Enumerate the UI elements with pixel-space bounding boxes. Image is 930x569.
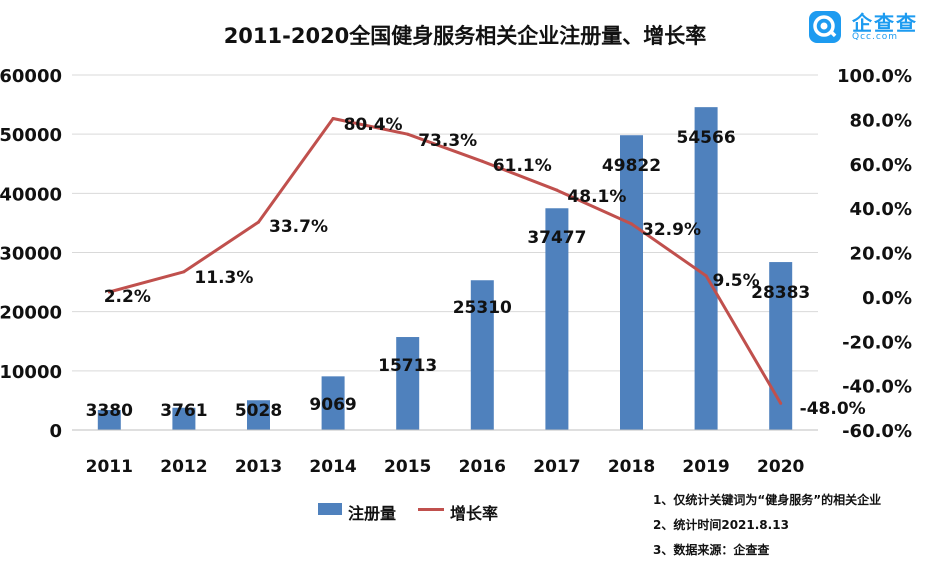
bar-value-label: 15713: [378, 356, 437, 376]
bar-value-label: 9069: [309, 395, 356, 415]
bar-value-label: 37477: [527, 228, 586, 248]
bar: [172, 407, 196, 430]
bar: [470, 280, 494, 430]
y-right-tick-label: 20.0%: [850, 244, 912, 265]
x-tick-label: 2017: [533, 457, 580, 477]
line-point: [555, 188, 559, 192]
x-tick-label: 2012: [160, 457, 207, 477]
x-tick-label: 2016: [459, 457, 506, 477]
bar: [247, 400, 270, 430]
bar: [97, 410, 121, 430]
line-point: [779, 401, 783, 405]
line-point: [107, 290, 111, 294]
note-1: 1、仅统计关键词为“健身服务”的相关企业: [653, 493, 882, 507]
line-value-label: 73.3%: [418, 131, 477, 151]
y-right-tick-label: 80.0%: [850, 110, 912, 131]
bar-value-label: 28383: [751, 283, 810, 303]
bar-value-label: 3380: [86, 401, 133, 421]
note-3: 3、数据来源：企查查: [653, 543, 770, 557]
y-right-tick-label: 40.0%: [850, 199, 912, 220]
x-tick-label: 2018: [608, 457, 655, 477]
line-point: [630, 222, 633, 226]
bar: [769, 262, 793, 430]
line-value-label: 2.2%: [104, 287, 151, 307]
bar: [620, 135, 643, 430]
line-point: [182, 270, 186, 274]
bar-value-label: 25310: [453, 298, 512, 318]
legend-line-swatch: [418, 508, 444, 511]
y-right-tick-label: -20.0%: [842, 332, 912, 353]
line-value-label: 11.3%: [194, 268, 253, 288]
y-left-tick-label: 20000: [0, 303, 62, 324]
line-series: [107, 116, 783, 405]
logo-name: 企查查: [852, 11, 918, 35]
line-value-label: 61.1%: [493, 156, 552, 176]
line-value-label: 80.4%: [344, 115, 403, 135]
x-tick-label: 2020: [757, 457, 804, 477]
line-point: [406, 132, 410, 136]
qcc-logo: 企查查 Qcc.com: [808, 8, 924, 44]
qcc-logo-icon: [809, 11, 841, 43]
bar-series: [97, 107, 793, 430]
y-right-tick-label: -40.0%: [842, 377, 912, 398]
y-left-tick-label: 30000: [0, 244, 62, 265]
y-left-tick-label: 60000: [0, 66, 62, 87]
bar: [321, 376, 345, 430]
x-tick-label: 2013: [235, 457, 282, 477]
bar: [694, 107, 718, 430]
x-tick-label: 2015: [384, 457, 431, 477]
growth-line: [108, 117, 782, 405]
y-left-tick-label: 40000: [0, 184, 62, 205]
line-value-label: 32.9%: [642, 220, 701, 240]
line-value-label: 48.1%: [567, 187, 626, 207]
bar-value-label: 5028: [235, 401, 282, 421]
line-point: [331, 116, 335, 120]
y-right-tick-label: 60.0%: [850, 155, 912, 176]
y-left-tick-label: 0: [49, 421, 62, 442]
x-tick-label: 2011: [86, 457, 133, 477]
chart-title: 2011-2020全国健身服务相关企业注册量、增长率: [223, 24, 707, 48]
bar: [396, 337, 420, 430]
logo-subtitle: Qcc.com: [852, 32, 899, 42]
legend-bar-swatch: [318, 503, 342, 515]
y-left-tick-label: 10000: [0, 362, 62, 383]
y-right-tick-label: 100.0%: [837, 66, 912, 87]
line-point: [704, 274, 708, 278]
line-value-label: -48.0%: [800, 399, 866, 419]
bar-value-label: 49822: [602, 156, 661, 176]
notes: 1、仅统计关键词为“健身服务”的相关企业 2、统计时间2021.8.13 3、数…: [653, 488, 881, 563]
bar-value-label: 54566: [677, 128, 736, 148]
y-right-tick-label: -60.0%: [842, 421, 912, 442]
bar-value-label: 3761: [160, 401, 207, 421]
bar: [545, 208, 569, 430]
x-tick-label: 2014: [309, 457, 356, 477]
gridlines: [72, 74, 818, 372]
y-right-tick-label: 0.0%: [862, 288, 912, 309]
data-labels: 3380 3761 5028 9069 15713 25310 37477 49822 5456…: [86, 115, 866, 421]
y-left-tick-label: 50000: [0, 125, 62, 146]
legend-label: 注册量: [348, 504, 397, 523]
line-point: [257, 220, 260, 224]
line-value-label: 9.5%: [713, 271, 760, 291]
line-point: [480, 159, 484, 163]
axes: 0 10000 20000 30000 40000 50000 60000 -60.0% -40…: [0, 66, 912, 477]
x-tick-label: 2019: [682, 457, 729, 477]
note-2: 2、统计时间2021.8.13: [653, 518, 789, 532]
legend-label: 增长率: [450, 504, 499, 523]
line-value-label: 33.7%: [269, 217, 328, 237]
